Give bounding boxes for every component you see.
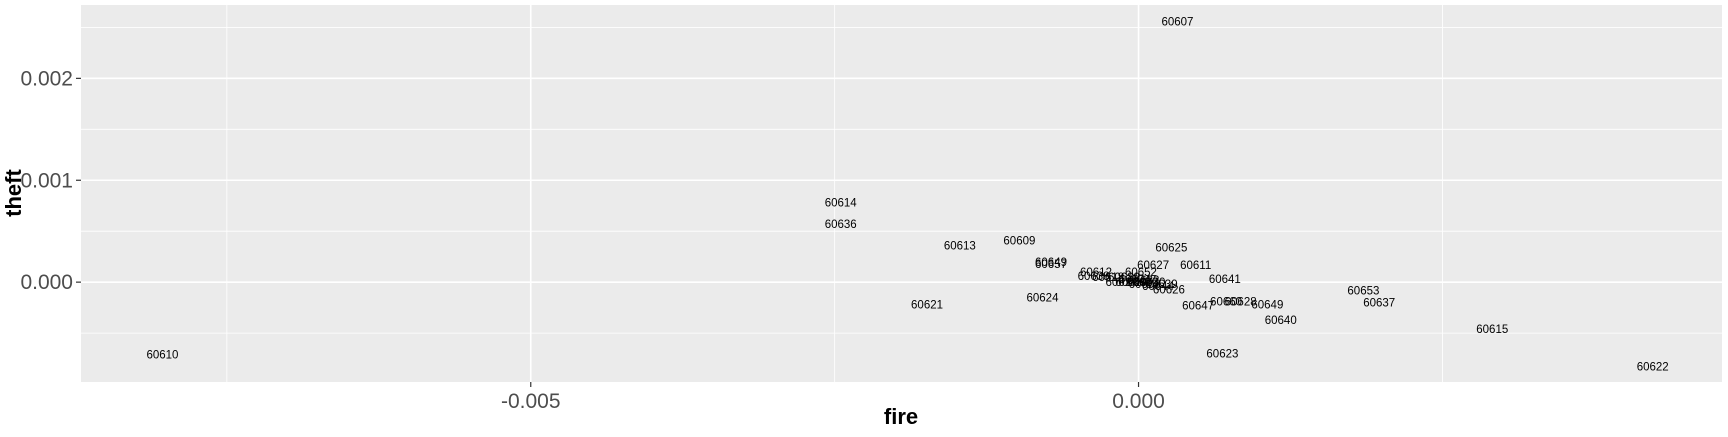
point-label: 60614 xyxy=(825,198,858,210)
point-label: 60637 xyxy=(1363,298,1395,310)
point-label: 60609 xyxy=(1003,235,1035,247)
point-label: 60636 xyxy=(825,219,857,231)
point-label: 60639 xyxy=(1146,279,1178,291)
point-label: 60621 xyxy=(911,300,943,312)
point-label: 60619 xyxy=(1115,277,1147,289)
point-label: 60647 xyxy=(1182,301,1214,313)
point-label: 60607 xyxy=(1161,16,1193,28)
point-label: 60634 xyxy=(1119,274,1152,286)
point-label: 60644 xyxy=(1142,281,1175,293)
y-axis-title: theft xyxy=(1,169,26,217)
point-label: 60629 xyxy=(1108,272,1140,284)
grid-lines xyxy=(81,5,1722,382)
point-label: 60622 xyxy=(1637,362,1669,374)
axis-ticks: -0.005 0.000 0.000 0.001 0.002 xyxy=(20,67,1164,413)
point-label: 60626 xyxy=(1153,284,1185,296)
point-label: 60640 xyxy=(1265,315,1297,327)
point-label: 60652 xyxy=(1125,267,1157,279)
point-label: 60627 xyxy=(1137,260,1169,272)
point-label: 60612 xyxy=(1080,267,1112,279)
point-label: 60638 xyxy=(1078,271,1110,283)
y-tick-label: 0.002 xyxy=(20,67,73,90)
point-label: 60628 xyxy=(1225,297,1257,309)
point-label: 60630 xyxy=(1133,277,1165,289)
x-tick-label: 0.000 xyxy=(1112,390,1165,413)
y-tick-label: 0.001 xyxy=(20,169,73,192)
point-label: 60649 xyxy=(1251,300,1283,312)
point-label: 60618 xyxy=(1092,272,1124,284)
point-label: 60660 xyxy=(1210,297,1242,309)
point-label: 60617 xyxy=(1106,277,1138,289)
point-label: 60657 xyxy=(1035,259,1067,271)
point-label: 60615 xyxy=(1476,324,1508,336)
x-axis-title: fire xyxy=(884,404,918,429)
point-label: 60653 xyxy=(1347,285,1379,297)
plot-panel xyxy=(81,5,1722,382)
point-label: 60613 xyxy=(944,240,976,252)
point-label: 60610 xyxy=(146,349,178,361)
point-label: 60623 xyxy=(1206,348,1238,360)
point-label: 60625 xyxy=(1155,243,1187,255)
point-label: 60632 xyxy=(1127,275,1159,287)
point-label: 60608 xyxy=(1129,279,1161,291)
point-label: 60649 xyxy=(1035,257,1067,269)
y-tick-label: 0.000 xyxy=(20,271,73,294)
point-label: 60620 xyxy=(1126,277,1158,289)
x-tick-label: -0.005 xyxy=(501,390,561,413)
point-label: 60624 xyxy=(1027,292,1060,304)
point-label: 60641 xyxy=(1209,274,1241,286)
point-label: 60611 xyxy=(1180,260,1211,272)
